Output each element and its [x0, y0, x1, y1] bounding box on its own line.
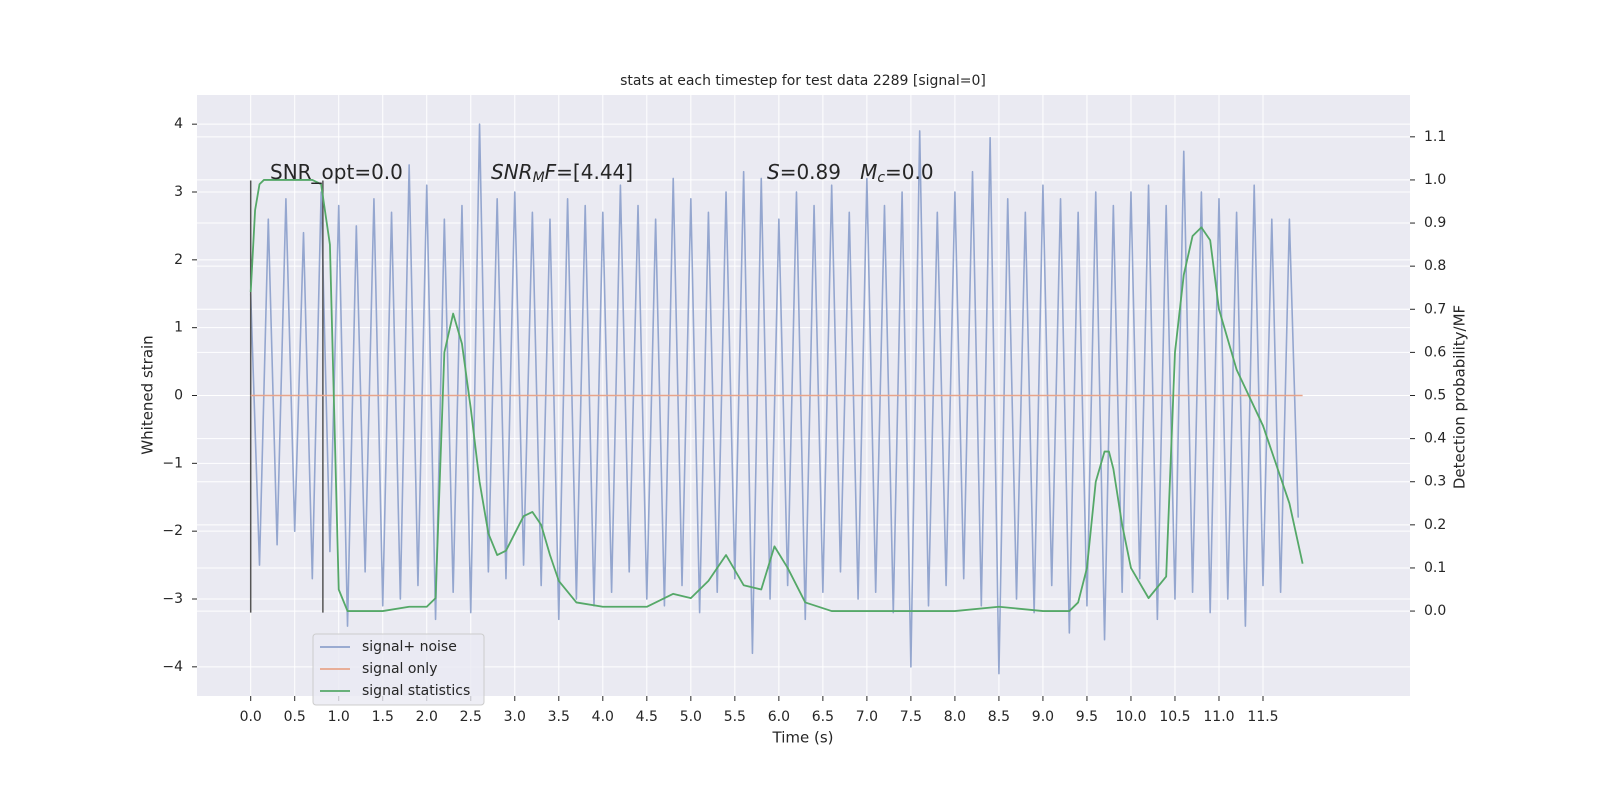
- annotation-part: =0.0: [885, 160, 934, 184]
- y-tick-label: −3: [162, 591, 183, 607]
- x-tick-label: 9.0: [1032, 709, 1054, 725]
- y2-tick-label: 0.1: [1424, 560, 1446, 576]
- y-tick-label: −1: [162, 455, 183, 471]
- x-tick-label: 11.5: [1247, 709, 1278, 725]
- x-tick-label: 1.5: [372, 709, 394, 725]
- x-tick-label: 10.0: [1115, 709, 1146, 725]
- y-tick-label: 3: [174, 184, 183, 200]
- y2-tick-label: 0.3: [1424, 474, 1446, 490]
- x-tick-label: 8.5: [988, 709, 1010, 725]
- x-tick-label: 5.0: [680, 709, 702, 725]
- x-tick-label: 9.5: [1076, 709, 1098, 725]
- annotation: SNR_opt=0.0: [270, 160, 403, 184]
- legend: signal+ noise signal only signal statistic…: [312, 633, 485, 706]
- legend-label: signal+ noise: [362, 639, 457, 655]
- y2-tick-label: 0.0: [1424, 603, 1446, 619]
- y2-tick-label: 0.9: [1424, 215, 1446, 231]
- y2-tick-label: 0.5: [1424, 388, 1446, 404]
- x-tick-label: 3.5: [548, 709, 570, 725]
- y2-tick-label: 0.6: [1424, 344, 1446, 360]
- x-tick-label: 7.0: [856, 709, 878, 725]
- annotation-part: M: [860, 160, 877, 184]
- x-axis-label: Time (s): [772, 729, 834, 747]
- annotation-part: M: [533, 170, 545, 186]
- y-tick-label: 1: [174, 320, 183, 336]
- y2-tick-label: 0.8: [1424, 258, 1446, 274]
- annotation: SNRMF=[4.44]: [491, 160, 633, 187]
- x-tick-label: 10.5: [1159, 709, 1190, 725]
- y2-tick-label: 0.2: [1424, 517, 1446, 533]
- annotation-part: =0.89: [780, 160, 860, 184]
- y2-tick-label: 0.7: [1424, 301, 1446, 317]
- axes: 0.0 0.5 1.0 1.5 2.0 2.5 3.0 3.5 4.0 4.5 5.0 5.5 6.0 6…: [162, 116, 1446, 725]
- chart-title: stats at each timestep for test data 228…: [620, 73, 986, 89]
- y-tick-label: 4: [174, 116, 183, 132]
- annotation-part: F: [545, 160, 557, 184]
- y2-tick-label: 1.1: [1424, 129, 1446, 145]
- legend-box: [312, 633, 485, 706]
- annotation: S=0.89 Mc=0.0: [767, 160, 934, 187]
- annotation-part: S: [767, 160, 780, 184]
- y2-tick-label: 0.4: [1424, 431, 1446, 447]
- x-tick-label: 11.0: [1203, 709, 1234, 725]
- x-tick-label: 2.5: [460, 709, 482, 725]
- x-tick-label: 3.0: [504, 709, 526, 725]
- x-tick-label: 8.0: [944, 709, 966, 725]
- x-tick-label: 7.5: [900, 709, 922, 725]
- x-tick-label: 6.5: [812, 709, 834, 725]
- x-tick-label: 6.0: [768, 709, 790, 725]
- x-tick-label: 0.5: [284, 709, 306, 725]
- x-tick-label: 2.0: [416, 709, 438, 725]
- annotations: SNR_opt=0.0 SNRMF=[4.44] S=0.89 Mc=0.0: [270, 160, 934, 187]
- annotation-part: c: [877, 170, 885, 186]
- x-tick-label: 4.5: [636, 709, 658, 725]
- y-tick-label: −4: [162, 659, 183, 675]
- x-tick-label: 4.0: [592, 709, 614, 725]
- legend-label: signal statistics: [362, 683, 470, 699]
- x-tick-label: 0.0: [240, 709, 262, 725]
- annotation-part: SNR: [491, 160, 533, 184]
- x-tick-label: 5.5: [724, 709, 746, 725]
- annotation-part: =[4.44]: [556, 160, 633, 184]
- x-tick-label: 1.0: [328, 709, 350, 725]
- y-axis-label: Whitened strain: [139, 335, 157, 454]
- series-line: [249, 123, 1300, 675]
- y-tick-label: 2: [174, 252, 183, 268]
- marks: [249, 123, 1304, 675]
- series-line: [249, 179, 1304, 612]
- annotation-part: SNR_opt=0.0: [270, 160, 403, 184]
- y2-tick-label: 1.0: [1424, 172, 1446, 188]
- y2-axis-label: Detection probability/MF: [1451, 305, 1469, 489]
- legend-label: signal only: [362, 661, 437, 677]
- y-tick-label: 0: [174, 388, 183, 404]
- y-tick-label: −2: [162, 523, 183, 539]
